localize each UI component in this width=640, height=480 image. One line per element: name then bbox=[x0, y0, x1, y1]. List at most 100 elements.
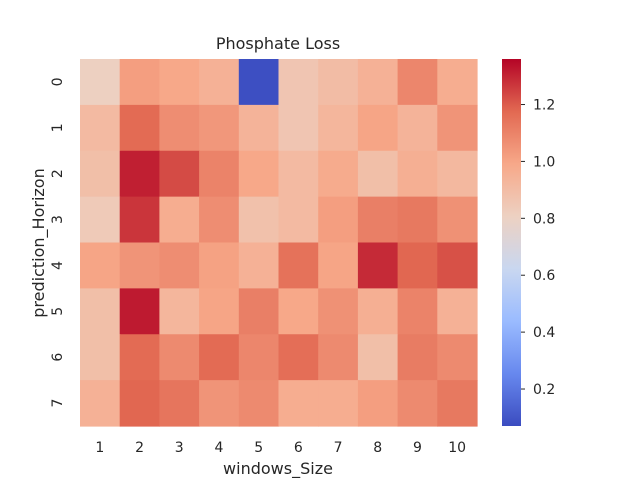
y-tick-label: 3 bbox=[50, 215, 66, 224]
heatmap-cell bbox=[397, 334, 438, 381]
y-tick-label: 0 bbox=[50, 77, 66, 86]
heatmap-cell bbox=[159, 334, 200, 381]
heatmap-cells bbox=[80, 59, 478, 427]
heatmap-cell bbox=[318, 196, 359, 244]
x-tick-label: 8 bbox=[373, 440, 382, 456]
heatmap-cell bbox=[318, 104, 359, 152]
heatmap-cell bbox=[238, 150, 280, 198]
heatmap-cell bbox=[318, 380, 359, 427]
heatmap-cell bbox=[397, 59, 438, 106]
x-axis-label: windows_Size bbox=[223, 459, 333, 479]
heatmap-cell bbox=[199, 150, 240, 198]
x-tick-label: 10 bbox=[448, 440, 466, 456]
heatmap-cell bbox=[397, 380, 438, 427]
y-axis-label: prediction_Horizon bbox=[29, 168, 49, 317]
y-axis-ticks: 0 1 2 3 4 5 6 7 bbox=[50, 77, 66, 407]
heatmap-cell bbox=[397, 196, 438, 244]
colorbar-ticks: 0.2 0.4 0.6 0.8 1.0 1.2 bbox=[521, 98, 555, 398]
heatmap-cell bbox=[80, 288, 121, 335]
heatmap-cell bbox=[437, 104, 478, 152]
heatmap-cell bbox=[318, 150, 359, 198]
heatmap-cell bbox=[278, 242, 319, 289]
x-tick-label: 1 bbox=[95, 440, 104, 456]
heatmap-cell bbox=[357, 288, 399, 335]
colorbar-tick-label: 1.2 bbox=[533, 98, 555, 114]
colorbar-tick-label: 0.2 bbox=[533, 382, 555, 398]
heatmap-cell bbox=[238, 196, 280, 244]
heatmap-cell bbox=[357, 196, 399, 244]
heatmap-cell bbox=[80, 380, 121, 427]
heatmap-cell bbox=[238, 242, 280, 289]
heatmap-cell bbox=[278, 380, 319, 427]
heatmap-cell bbox=[199, 59, 240, 106]
x-axis-ticks: 1 2 3 4 5 6 7 8 9 10 bbox=[95, 440, 466, 456]
heatmap-cell bbox=[199, 242, 240, 289]
heatmap-cell bbox=[437, 196, 478, 244]
x-tick-label: 5 bbox=[254, 440, 263, 456]
heatmap-cell bbox=[119, 242, 160, 289]
heatmap-cell bbox=[278, 334, 319, 381]
heatmap-cell bbox=[437, 334, 478, 381]
y-tick-label: 1 bbox=[50, 123, 66, 132]
y-tick-label: 2 bbox=[50, 169, 66, 178]
x-tick-label: 6 bbox=[294, 440, 303, 456]
heatmap-cell bbox=[437, 59, 478, 106]
y-tick-label: 4 bbox=[50, 261, 66, 270]
heatmap-cell bbox=[199, 104, 240, 152]
x-tick-label: 9 bbox=[413, 440, 422, 456]
heatmap-cell bbox=[159, 242, 200, 289]
x-tick-label: 2 bbox=[135, 440, 144, 456]
heatmap-cell bbox=[357, 59, 399, 106]
x-tick-label: 3 bbox=[175, 440, 184, 456]
heatmap-cell bbox=[357, 380, 399, 427]
heatmap-cell bbox=[397, 242, 438, 289]
colorbar bbox=[502, 59, 521, 426]
heatmap-cell bbox=[119, 150, 160, 198]
heatmap-cell bbox=[159, 104, 200, 152]
heatmap-cell bbox=[238, 104, 280, 152]
heatmap-cell bbox=[318, 334, 359, 381]
heatmap-cell bbox=[80, 334, 121, 381]
y-tick-label: 6 bbox=[50, 353, 66, 362]
heatmap-cell bbox=[119, 380, 160, 427]
heatmap-cell bbox=[318, 242, 359, 289]
heatmap-cell bbox=[318, 59, 359, 106]
heatmap-cell bbox=[80, 242, 121, 289]
heatmap-cell bbox=[238, 334, 280, 381]
heatmap-cell bbox=[199, 334, 240, 381]
heatmap-cell bbox=[397, 104, 438, 152]
heatmap-cell bbox=[119, 59, 160, 106]
heatmap-cell bbox=[397, 150, 438, 198]
heatmap-cell bbox=[357, 242, 399, 289]
heatmap-cell bbox=[159, 380, 200, 427]
y-tick-label: 5 bbox=[50, 307, 66, 316]
heatmap-cell bbox=[199, 196, 240, 244]
heatmap-cell bbox=[159, 59, 200, 106]
heatmap-cell bbox=[159, 196, 200, 244]
x-tick-label: 7 bbox=[334, 440, 343, 456]
heatmap-cell bbox=[437, 288, 478, 335]
heatmap-cell bbox=[119, 196, 160, 244]
colorbar-tick-label: 0.6 bbox=[533, 268, 555, 284]
heatmap-cell bbox=[238, 59, 280, 106]
colorbar-tick-label: 1.0 bbox=[533, 154, 555, 170]
heatmap-cell bbox=[199, 380, 240, 427]
x-tick-label: 4 bbox=[214, 440, 223, 456]
heatmap-cell bbox=[199, 288, 240, 335]
heatmap-cell bbox=[357, 150, 399, 198]
heatmap-cell bbox=[397, 288, 438, 335]
heatmap-cell bbox=[119, 288, 160, 335]
heatmap-cell bbox=[357, 334, 399, 381]
heatmap-cell bbox=[437, 150, 478, 198]
y-tick-label: 7 bbox=[50, 399, 66, 408]
heatmap-cell bbox=[278, 59, 319, 106]
heatmap-cell bbox=[80, 196, 121, 244]
heatmap-cell bbox=[238, 288, 280, 335]
heatmap-cell bbox=[437, 380, 478, 427]
colorbar-tick-label: 0.4 bbox=[533, 325, 555, 341]
heatmap-cell bbox=[80, 150, 121, 198]
heatmap-cell bbox=[80, 104, 121, 152]
heatmap-cell bbox=[278, 104, 319, 152]
heatmap-cell bbox=[238, 380, 280, 427]
